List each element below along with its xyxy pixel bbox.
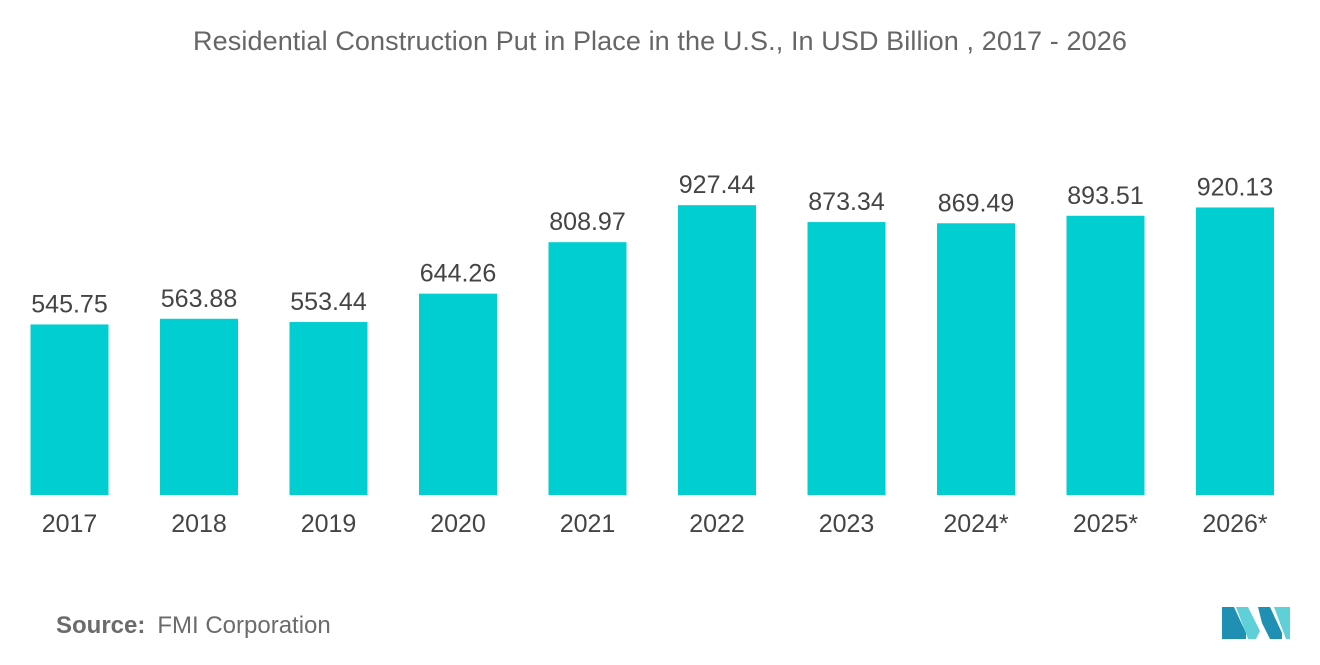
- logo-right-stroke: [1258, 607, 1282, 639]
- data-label: 893.51: [1067, 182, 1143, 210]
- x-tick-label: 2019: [301, 510, 357, 538]
- data-label: 563.88: [161, 285, 237, 313]
- data-label: 644.26: [420, 260, 496, 288]
- bar-2023: [807, 222, 886, 496]
- data-label: 553.44: [290, 288, 367, 316]
- source-value: FMI Corporation: [157, 612, 331, 639]
- x-tick-label: 2025*: [1073, 510, 1139, 538]
- source-label: Source:: [56, 612, 146, 639]
- bar-2026-forecast: [1196, 207, 1274, 495]
- data-label: 808.97: [549, 208, 625, 236]
- x-tick-label: 2023: [819, 510, 875, 538]
- bar-2018: [160, 318, 238, 495]
- chart-title: Residential Construction Put in Place in…: [193, 26, 1127, 56]
- x-tick-label: 2021: [560, 510, 616, 538]
- x-tick-label: 2026*: [1202, 510, 1268, 538]
- bar-2017: [30, 324, 109, 495]
- x-tick-label: 2020: [430, 510, 486, 538]
- logo-middle-stroke: [1236, 607, 1260, 639]
- data-label: 920.13: [1197, 173, 1273, 201]
- x-tick-label: 2022: [689, 510, 745, 538]
- x-tick-label: 2017: [42, 510, 98, 538]
- bar-2020: [419, 293, 497, 495]
- bar-2022: [678, 205, 756, 496]
- x-tick-label: 2024*: [943, 510, 1009, 538]
- logo-left-stroke: [1222, 607, 1246, 639]
- data-label: 873.34: [808, 188, 885, 216]
- data-label: 927.44: [679, 171, 756, 199]
- bar-2021: [548, 242, 627, 495]
- bar-2019: [289, 322, 368, 495]
- logo-end-stroke: [1274, 607, 1290, 639]
- source-note: Source: FMI Corporation: [56, 612, 331, 640]
- data-label: 545.75: [31, 290, 107, 318]
- bar-2025-forecast: [1066, 215, 1145, 495]
- mordor-intelligence-logo-icon: [1222, 607, 1290, 639]
- data-label: 869.49: [938, 189, 1014, 217]
- bar-2024-forecast: [937, 223, 1015, 496]
- x-tick-label: 2018: [171, 510, 227, 538]
